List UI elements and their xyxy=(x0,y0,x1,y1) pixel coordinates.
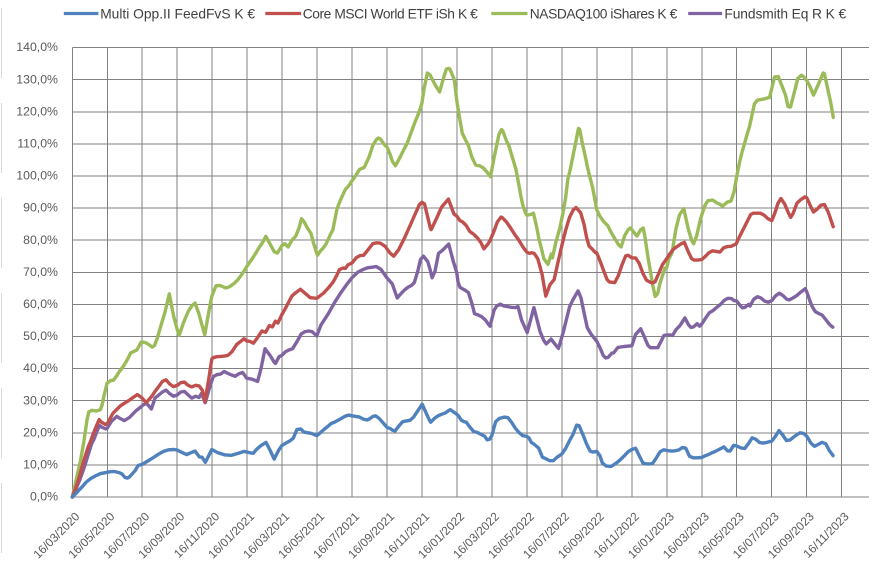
svg-text:60,0%: 60,0% xyxy=(23,297,58,311)
svg-text:80,0%: 80,0% xyxy=(23,233,58,247)
svg-text:120,0%: 120,0% xyxy=(16,104,58,118)
svg-text:130,0%: 130,0% xyxy=(16,72,58,86)
svg-text:10,0%: 10,0% xyxy=(23,458,58,472)
svg-text:110,0%: 110,0% xyxy=(17,137,58,151)
svg-text:Core MSCI World ETF iSh K €: Core MSCI World ETF iSh K € xyxy=(303,7,478,22)
svg-text:0,0%: 0,0% xyxy=(30,490,58,504)
svg-text:Multi Opp.II FeedFvS K €: Multi Opp.II FeedFvS K € xyxy=(100,7,255,22)
svg-text:70,0%: 70,0% xyxy=(23,265,58,279)
svg-text:140,0%: 140,0% xyxy=(16,40,58,54)
svg-text:NASDAQ100 iShares K €: NASDAQ100 iShares K € xyxy=(530,7,678,22)
svg-text:40,0%: 40,0% xyxy=(23,361,58,375)
svg-text:90,0%: 90,0% xyxy=(23,201,58,215)
svg-text:100,0%: 100,0% xyxy=(16,169,58,183)
svg-text:50,0%: 50,0% xyxy=(23,329,58,343)
svg-text:30,0%: 30,0% xyxy=(23,393,58,407)
svg-text:20,0%: 20,0% xyxy=(23,425,58,439)
svg-text:Fundsmith Eq R K €: Fundsmith Eq R K € xyxy=(724,7,846,22)
